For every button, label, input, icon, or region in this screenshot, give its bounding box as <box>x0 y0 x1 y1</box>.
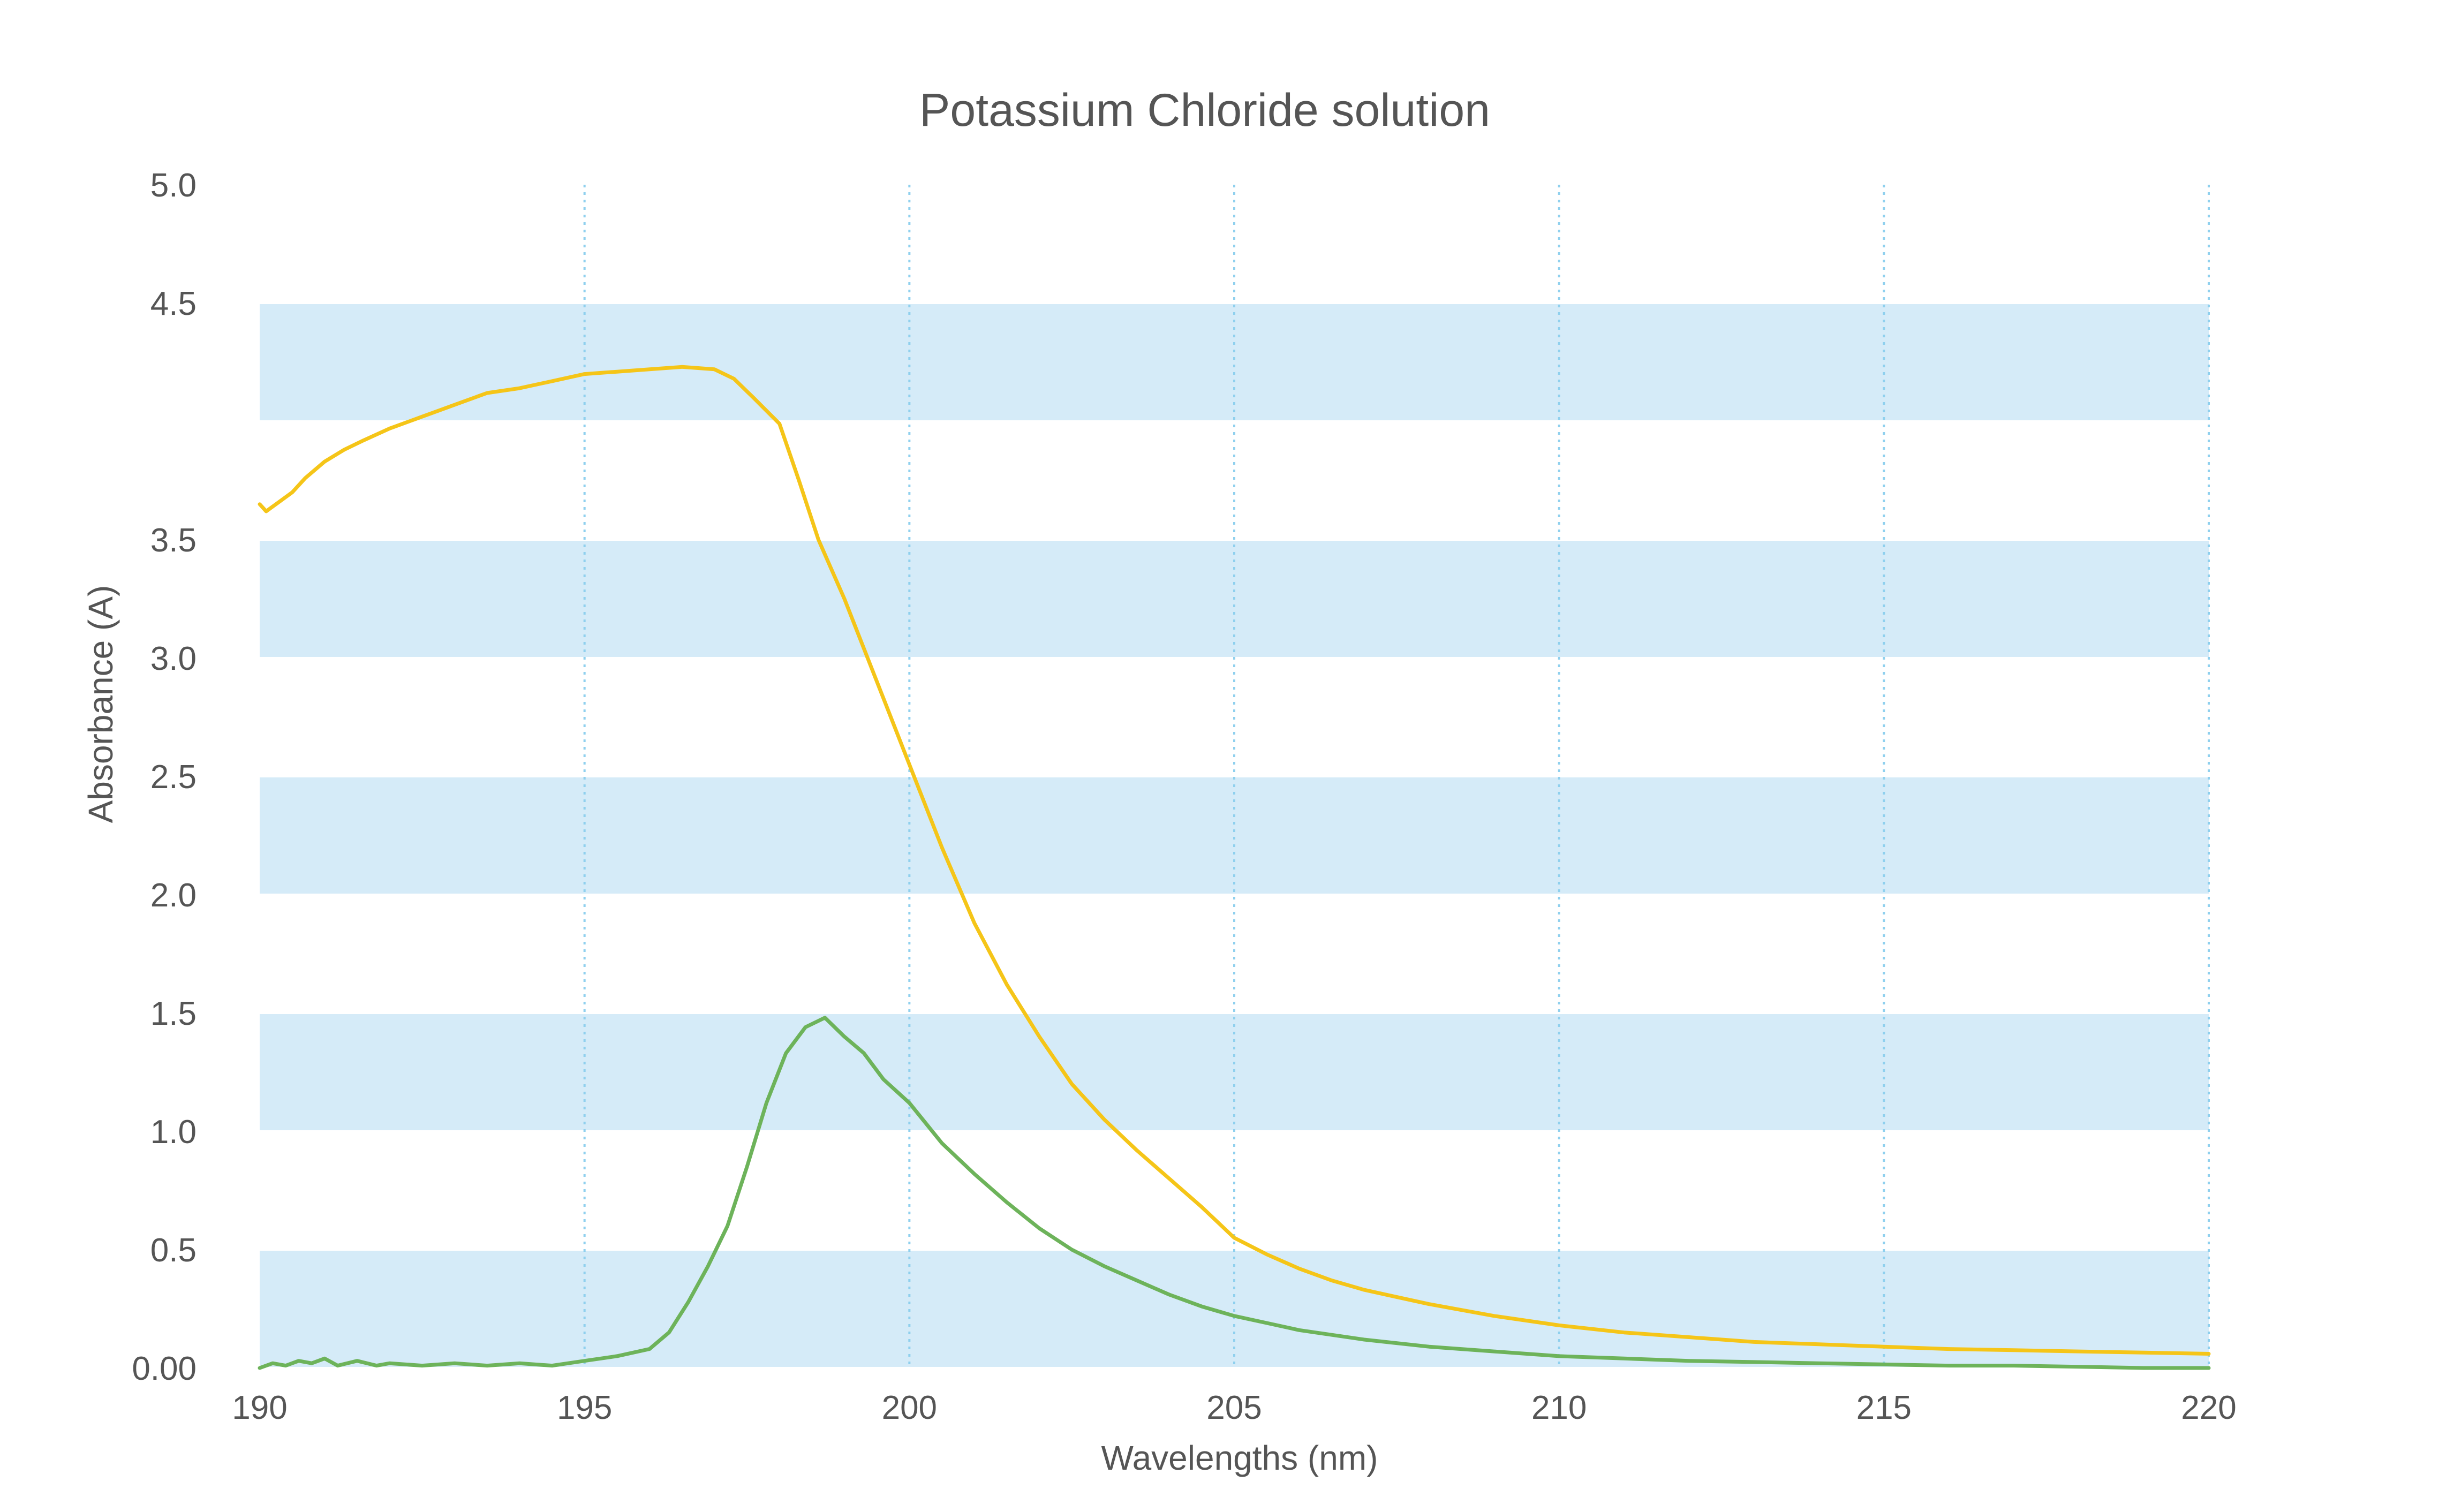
x-tick-label: 205 <box>1206 1389 1262 1426</box>
series-line-2 <box>258 1016 2211 1370</box>
x-tick-label: 215 <box>1856 1389 1912 1426</box>
vertical-gridlines <box>583 185 2210 1368</box>
x-tick-label: 195 <box>557 1389 612 1426</box>
plot-band <box>260 777 2209 894</box>
x-tick-label: 190 <box>232 1389 287 1426</box>
plot-band <box>260 1014 2209 1130</box>
y-tick-label: 0.5 <box>150 1232 197 1269</box>
x-tick-labels: 190 195 200 205 210 215 220 <box>232 1389 2236 1426</box>
chart-title: Potassium Chloride solution <box>919 85 1490 136</box>
y-tick-label: 2.5 <box>150 759 197 796</box>
y-tick-label: 3.5 <box>150 522 197 559</box>
y-tick-label: 3.0 <box>150 640 197 677</box>
y-tick-label: 2.0 <box>150 877 197 914</box>
x-tick-label: 210 <box>1531 1389 1587 1426</box>
y-tick-labels: 0.00 0.5 1.0 1.5 2.0 2.5 3.0 3.5 4.5 5.0 <box>132 167 197 1387</box>
x-tick-label: 200 <box>882 1389 937 1426</box>
y-axis-label: Absorbance (A) <box>81 585 120 823</box>
plot-band <box>260 304 2209 420</box>
series-line-1 <box>258 365 2211 1356</box>
series-group <box>258 365 2211 1370</box>
y-tick-label: 5.0 <box>150 167 197 204</box>
y-tick-label: 1.0 <box>150 1114 197 1151</box>
y-tick-label: 1.5 <box>150 995 197 1032</box>
y-tick-label: 0.00 <box>132 1350 197 1387</box>
x-axis-label: Wavelengths (nm) <box>1101 1439 1378 1477</box>
x-tick-label: 220 <box>2181 1389 2236 1426</box>
y-tick-label: 4.5 <box>150 285 197 322</box>
